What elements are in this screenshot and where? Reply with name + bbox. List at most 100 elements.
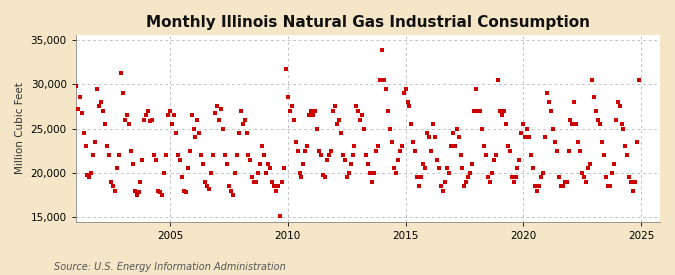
Point	[186, 113, 197, 117]
Point	[396, 144, 407, 148]
Point	[74, 95, 85, 100]
Point	[329, 104, 340, 109]
Point	[510, 175, 521, 180]
Point	[516, 131, 526, 135]
Point	[111, 166, 122, 171]
Point	[479, 144, 489, 148]
Point	[141, 113, 152, 117]
Point	[514, 157, 525, 162]
Point	[355, 117, 366, 122]
Point	[404, 104, 415, 109]
Point	[241, 131, 252, 135]
Point	[392, 157, 403, 162]
Point	[471, 86, 482, 91]
Point	[390, 171, 401, 175]
Point	[198, 162, 209, 166]
Point	[92, 86, 103, 91]
Point	[312, 126, 323, 131]
Point	[491, 153, 502, 157]
Point	[304, 113, 315, 117]
Point	[472, 109, 483, 113]
Point	[342, 175, 352, 180]
Point	[131, 193, 142, 197]
Point	[76, 110, 87, 115]
Point	[284, 109, 295, 113]
Point	[461, 180, 472, 184]
Point	[249, 180, 260, 184]
Point	[448, 131, 458, 135]
Point	[364, 171, 375, 175]
Point	[215, 107, 226, 111]
Point	[261, 171, 271, 175]
Point	[327, 109, 338, 113]
Point	[504, 148, 515, 153]
Point	[528, 166, 539, 171]
Point	[323, 153, 334, 157]
Point	[379, 78, 389, 82]
Point	[543, 100, 554, 104]
Point	[194, 131, 205, 135]
Point	[333, 117, 344, 122]
Point	[467, 162, 478, 166]
Point	[202, 184, 213, 188]
Point	[450, 144, 460, 148]
Point	[316, 153, 327, 157]
Point	[587, 78, 597, 82]
Point	[234, 131, 244, 135]
Point	[256, 144, 267, 148]
Point	[451, 126, 462, 131]
Point	[232, 153, 242, 157]
Point	[219, 153, 230, 157]
Point	[569, 100, 580, 104]
Point	[225, 188, 236, 193]
Point	[369, 171, 379, 175]
Point	[545, 109, 556, 113]
Point	[465, 171, 476, 175]
Point	[498, 109, 509, 113]
Point	[408, 140, 418, 144]
Point	[300, 148, 310, 153]
Point	[221, 162, 232, 166]
Point	[361, 153, 372, 157]
Point	[410, 148, 421, 153]
Point	[520, 135, 531, 140]
Point	[373, 144, 383, 148]
Point	[117, 91, 128, 95]
Point	[208, 153, 219, 157]
Point	[161, 153, 171, 157]
Point	[84, 175, 95, 180]
Title: Monthly Illinois Natural Gas Industrial Consumption: Monthly Illinois Natural Gas Industrial …	[146, 15, 590, 30]
Point	[298, 162, 309, 166]
Point	[532, 188, 543, 193]
Point	[145, 119, 156, 124]
Point	[485, 180, 495, 184]
Point	[151, 157, 161, 162]
Point	[210, 110, 221, 115]
Point	[100, 122, 111, 126]
Point	[506, 175, 517, 180]
Point	[294, 171, 305, 175]
Point	[400, 86, 411, 91]
Point	[217, 126, 228, 131]
Point	[172, 153, 183, 157]
Point	[508, 180, 519, 184]
Point	[537, 171, 548, 175]
Point	[206, 171, 217, 175]
Point	[253, 171, 264, 175]
Point	[435, 184, 446, 188]
Point	[325, 148, 336, 153]
Point	[463, 175, 474, 180]
Point	[196, 153, 207, 157]
Point	[182, 166, 193, 171]
Point	[500, 122, 511, 126]
Point	[406, 122, 417, 126]
Point	[124, 122, 134, 126]
Point	[580, 180, 591, 184]
Point	[80, 144, 91, 148]
Point	[351, 104, 362, 109]
Point	[178, 188, 189, 193]
Point	[251, 180, 262, 184]
Point	[602, 184, 613, 188]
Point	[541, 91, 552, 95]
Point	[338, 153, 348, 157]
